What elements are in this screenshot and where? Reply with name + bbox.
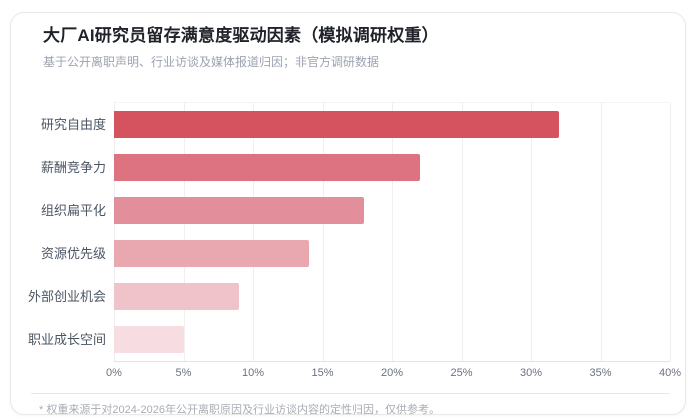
gridline [392,103,393,361]
x-tick-label: 10% [241,367,265,379]
bar-row [114,146,670,189]
category-label: 职业成长空间 [27,332,106,347]
bar-2 [114,154,420,181]
gridline [114,103,115,361]
category-label: 薪酬竞争力 [40,160,106,175]
x-tick-label: 25% [450,367,473,379]
chart-title: 大厂AI研究员留存满意度驱动因素（模拟调研权重） [43,26,439,45]
x-tick-label: 0% [106,367,122,379]
gridline [183,103,185,361]
chart-subtitle: 基于公开离职声明、行业访谈及媒体报道归因；非官方调研数据 [43,55,380,69]
bar-row [114,103,670,146]
bar-row [114,232,670,275]
bar-3 [114,197,365,224]
footnote: * 权重来源于对2024-2026年公开离职原因及行业访谈内容的定性归因，仅供参… [39,404,440,416]
plot-area [114,102,671,362]
category-labels: 研究自由度薪酬竞争力组织扁平化资源优先级外部创业机会 职业成长空间 [27,102,106,362]
bar-6 [114,326,184,353]
footnote-divider [31,393,670,394]
x-tick-label: 20% [380,367,404,379]
gridline [531,103,532,361]
category-label: 资源优先级 [40,246,106,261]
gridline [670,103,671,361]
x-tick-label: 5% [175,367,192,379]
bar-chart: 研究自由度薪酬竞争力组织扁平化资源优先级外部创业机会 职业成长空间 0% 5% 10%… [27,102,681,388]
gridline [600,103,602,361]
x-tick-label: 35% [589,367,612,379]
x-tick-label: 30% [519,367,543,379]
category-label: 组织扁平化 [40,203,106,218]
gridline [253,103,254,361]
gridline [322,103,324,361]
x-tick-label: 15% [311,367,334,379]
bar-1 [114,111,559,138]
bar-row [114,275,670,318]
gridline [461,103,463,361]
x-axis: 0% 5% 10% 15% 20% 25% 30% 35% 40% [106,362,681,388]
chart-card: 大厂AI研究员留存满意度驱动因素（模拟调研权重） 基于公开离职声明、行业访谈及媒… [10,12,686,416]
bar-row [114,318,670,361]
category-label: 外部创业机会 [27,289,106,304]
bar-5 [114,283,240,310]
bar-4 [114,240,309,267]
x-tick-label: 40% [658,367,682,379]
category-label: 研究自由度 [40,117,106,132]
bar-row [114,189,670,232]
